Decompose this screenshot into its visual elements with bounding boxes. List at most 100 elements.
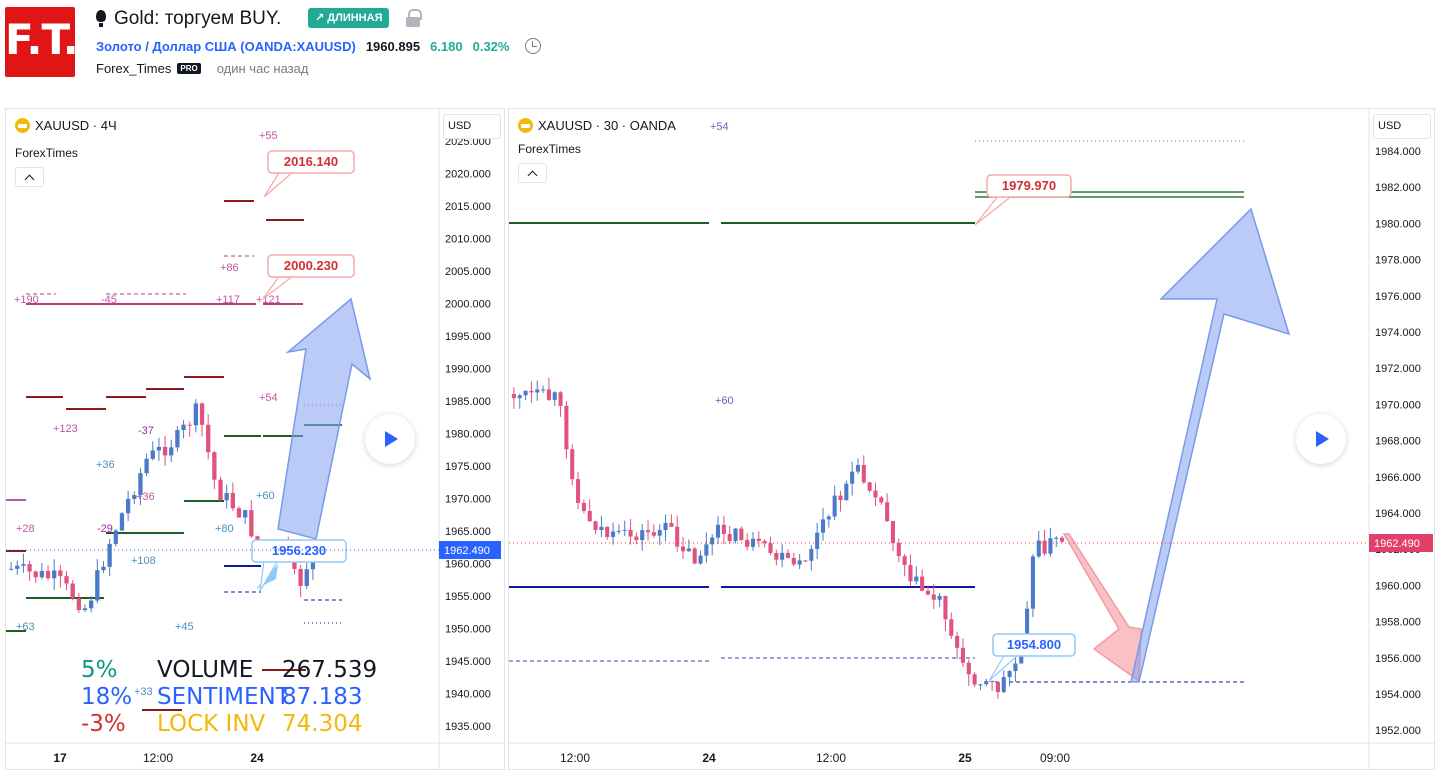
price-tick: 1966.000 [1375,472,1421,484]
candle-body [826,516,831,520]
stat-pct: 18% [81,684,133,710]
price-tick: 2015.000 [445,201,491,213]
chart-30m[interactable]: 1984.000 1982.000 1980.000 1978.000 1976.000… [508,108,1435,770]
chart-4h[interactable]: 2025.000 2020.000 2015.000 2010.000 2005.000… [5,108,505,770]
price-tick: 1978.000 [1375,255,1421,267]
price-tick: 1970.000 [445,494,491,506]
stat-label: VOLUME [157,657,254,683]
price-tick: 1972.000 [1375,363,1421,375]
author-logo[interactable]: F.T. [5,7,79,77]
candle-body [546,389,551,400]
candle-body [304,569,309,586]
candle-body [529,390,534,393]
candle-body [710,537,715,545]
time-tick: 24 [250,751,264,765]
stat-pct: -3% [81,711,126,737]
candle-body [119,513,125,531]
price-tick: 1968.000 [1375,436,1421,448]
candle-body [39,571,45,578]
play-replay-button[interactable] [365,414,415,464]
candle-body [70,583,75,599]
price-tick: 2020.000 [445,169,491,181]
candle-body [885,502,890,522]
long-badge: ↗ ДЛИННАЯ [308,8,390,28]
candle-body [605,526,610,537]
collapse-indicators-button[interactable] [15,167,44,187]
offset-marker: -29 [97,523,113,535]
symbol-name-link[interactable]: Золото / Доллар США (OANDA:XAUUSD) [96,39,356,54]
offset-marker: +55 [259,130,278,142]
candle-body [1025,608,1030,646]
candle-body [523,390,528,396]
candle-body [890,521,896,543]
price-tick: 1940.000 [445,689,491,701]
callout-box [986,174,1072,198]
candle-body [855,465,861,472]
candle-body [850,471,855,484]
candle-body [943,595,948,620]
symbol-code: OANDA:XAUUSD [244,38,352,54]
alarm-clock-icon[interactable] [525,38,542,54]
offset-marker: -45 [101,294,117,306]
candle-body [972,674,977,685]
candle-body [966,662,971,675]
forecast-up-arrow [277,297,372,540]
price-tick: 2005.000 [445,266,491,278]
currency-button[interactable]: USD [443,114,501,139]
offset-marker: +60 [715,395,734,407]
candle-body [52,570,57,579]
chart-4h-canvas: 2025.000 2020.000 2015.000 2010.000 2005.000… [6,109,504,769]
candle-body [768,543,773,554]
callout-price: 2000.230 [284,258,338,273]
candle-body [89,600,94,609]
indicator-name[interactable]: ForexTimes [15,146,78,160]
candle-body [984,680,989,685]
candle-body [76,598,81,611]
candle-body [162,446,168,456]
candle-body [809,548,814,561]
callout-box [267,254,355,278]
candle-body [113,530,118,544]
candle-body [95,570,100,601]
offset-marker: +80 [215,523,234,535]
price-tick: 1980.000 [445,429,491,441]
candle-body [199,403,205,425]
candle-body [206,424,211,453]
candle-body [756,538,761,542]
candle-body [774,553,779,560]
price-tick: 2000.000 [445,299,491,311]
chart-legend[interactable]: XAUUSD · 30 · OANDA [518,118,676,133]
offset-marker: +108 [131,555,156,567]
time-tick: 25 [958,751,972,765]
offset-marker: +54 [259,392,278,404]
gold-coin-icon [15,118,30,133]
candle-body [298,568,303,586]
candle-body [611,531,616,537]
play-replay-button[interactable] [1296,414,1346,464]
indicator-name[interactable]: ForexTimes [518,142,581,156]
price-tick: 1954.000 [1375,689,1421,701]
candle-body [640,530,645,541]
callout-price: 2016.140 [284,154,338,169]
time-tick: 12:00 [816,751,846,765]
candle-body [861,465,866,483]
callout-pointer [259,559,279,592]
candle-body [686,548,691,552]
candle-body [1042,540,1047,554]
candle-body [175,429,180,448]
chart-legend[interactable]: XAUUSD · 4Ч [15,118,117,133]
chart-30m-canvas: 1984.000 1982.000 1980.000 1978.000 1976.000… [509,109,1434,769]
price-tick: 1984.000 [1375,146,1421,158]
candle-body [8,568,14,570]
candle-body [107,543,112,567]
price-tick: 1950.000 [445,624,491,636]
collapse-indicators-button[interactable] [518,163,547,183]
candle-body [949,619,954,636]
author-name[interactable]: Forex_Times [96,61,172,76]
candle-body [955,635,960,648]
lock-icon [406,9,422,27]
currency-button[interactable]: USD [1373,114,1431,139]
candle-body [33,571,38,578]
time-tick: 12:00 [143,751,173,765]
candle-body [704,544,709,556]
